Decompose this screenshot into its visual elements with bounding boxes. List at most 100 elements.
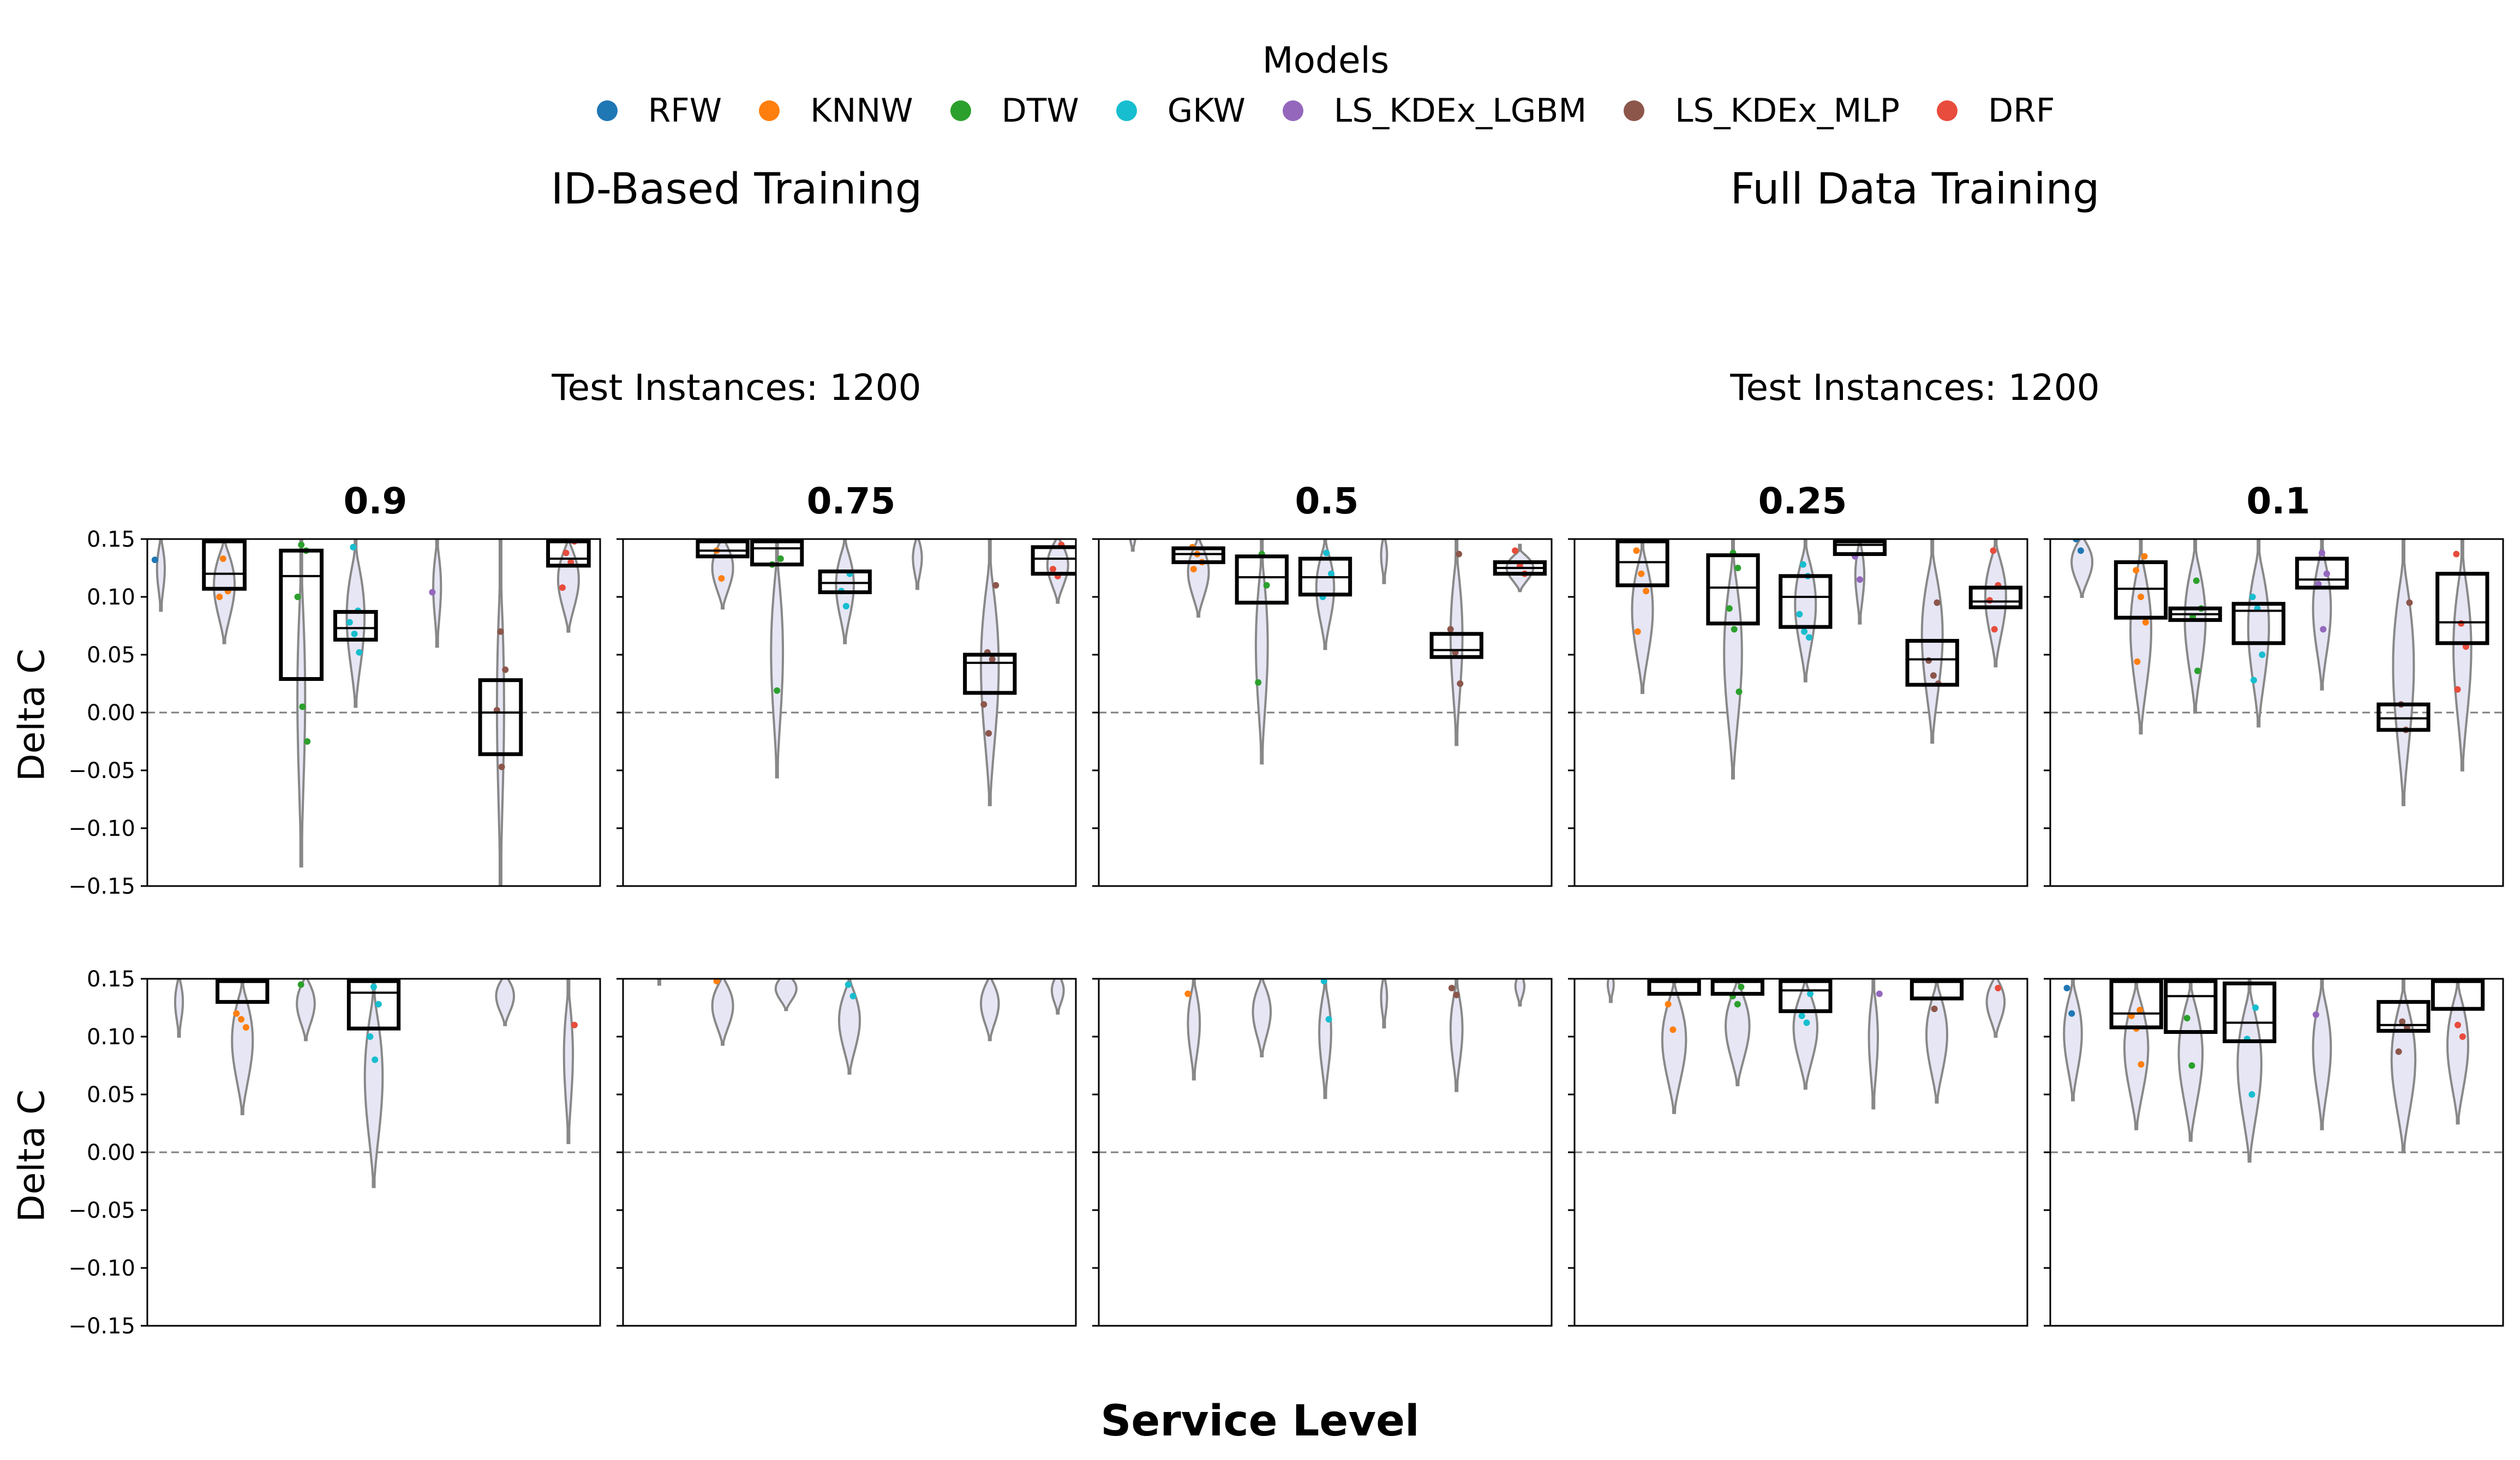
box [1706,553,1760,626]
violin [1449,539,1464,746]
y-tick-label: −0.10 [68,816,135,841]
data-point [502,666,509,673]
data-point [1876,990,1883,997]
data-point [1934,599,1941,606]
box [2377,702,2431,732]
data-point [238,1016,245,1023]
violin [1050,979,1065,1015]
box [2114,560,2168,620]
y-tick-label: −0.10 [68,1256,135,1281]
violin [1380,539,1388,584]
violin [1046,539,1069,604]
data-point [2320,626,2327,633]
violin [1607,979,1615,1003]
panel-row2-sl-0-9: −0.15 −0.10 −0.05 0.00 0.05 0.10 0.15 [68,967,601,1339]
data-point [2454,686,2461,693]
data-point [1456,551,1463,558]
violin [155,539,166,612]
violin [495,539,505,886]
data-point [216,594,223,600]
data-point [1726,605,1733,612]
box [1905,639,1959,687]
data-point [1734,1001,1741,1008]
violin [1925,979,1949,1104]
data-point [298,541,305,548]
y-tick-label: 0.10 [87,585,135,610]
test-instances-label-full-data: Test Instances: 1200 [1730,367,2100,409]
group-title-id-based: ID-Based Training [550,165,923,214]
data-point [989,656,996,663]
legend-item-ls_kdex_mlp: LS_KDEx_MLP [1624,92,1900,130]
violin [2129,539,2153,735]
data-point [2248,1091,2255,1098]
data-point [372,1056,379,1063]
data-point [1448,984,1455,991]
legend-item-knnw: KNNW [759,92,913,130]
violin [363,979,384,1188]
data-point [1457,680,1464,687]
data-point [1991,626,1998,633]
legend-item-ls_kdex_lgbm: LS_KDEx_LGBM [1282,92,1587,130]
legend-marker-icon [1936,100,1958,121]
box [2435,572,2489,645]
legend-marker-icon [950,100,971,121]
data-point [1447,626,1454,633]
service-level-title-0-75: 0.75 [806,480,896,522]
data-point [1805,634,1812,641]
violin [1920,539,1944,744]
data-point [2455,1021,2461,1028]
violin [296,539,307,867]
data-point [1738,983,1745,990]
violin [1187,979,1201,1081]
data-point [1453,991,1460,998]
box [696,539,750,559]
data-point [1796,611,1803,618]
data-point [2399,1018,2406,1025]
data-point [2193,577,2200,584]
violin [1985,979,2006,1038]
group-title-full-data: Full Data Training [1730,165,2100,214]
data-point [2138,1061,2145,1068]
data-point [151,557,158,564]
data-point [713,979,720,985]
legend-label: GKW [1167,92,1246,130]
violin [1794,539,1817,683]
box [1615,539,1669,588]
data-point [497,628,504,635]
data-point [1807,990,1814,997]
data-point [2068,1010,2075,1017]
data-point [2319,549,2325,557]
data-point [1634,628,1641,635]
box [2231,602,2285,645]
box [818,569,872,595]
data-point [1990,547,1997,554]
data-point [1669,1026,1677,1033]
data-point [1986,597,1993,604]
data-point [980,701,987,708]
data-point [1190,566,1197,573]
data-point [2134,658,2141,665]
data-point [2188,1062,2195,1069]
data-point [2194,667,2201,674]
data-point [559,584,566,591]
violin [2452,539,2473,771]
box [546,539,591,568]
data-point [2395,1048,2402,1055]
data-point [304,738,311,745]
violin [1867,979,1879,1110]
violin [1318,979,1332,1099]
violin [1315,539,1336,650]
panel-row2-sl-0-5 [1092,978,1553,1327]
violin [2177,979,2204,1142]
y-tick-label: 0.00 [87,701,135,726]
violin [1187,539,1210,618]
service-level-title-0-1: 0.1 [2246,480,2311,522]
box [2295,557,2349,590]
data-point [297,981,304,988]
data-point [2063,984,2070,991]
panel-row2-sl-0-75 [616,978,1077,1327]
legend-label: LS_KDEx_MLP [1675,92,1900,130]
data-point [233,1010,240,1017]
legend-title: Models [1262,39,1390,81]
y-tick-label: −0.05 [68,1198,135,1223]
